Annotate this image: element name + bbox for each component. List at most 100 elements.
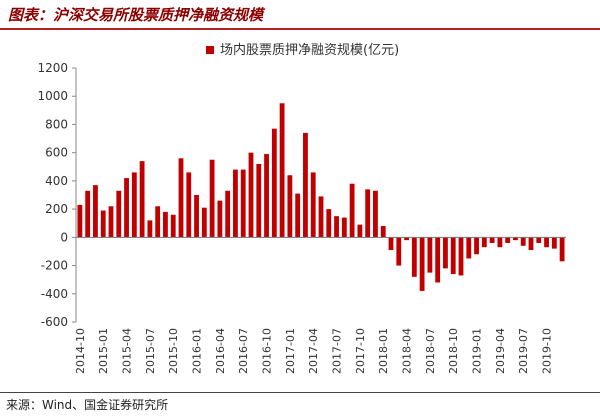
bar bbox=[334, 216, 339, 238]
bar bbox=[513, 237, 518, 241]
bar bbox=[489, 237, 495, 243]
bar bbox=[124, 178, 129, 238]
chart-area: 场内股票质押净融资规模(亿元) 1200 1000 800 600 400 200 0 -200… bbox=[0, 32, 600, 392]
bar bbox=[419, 237, 425, 291]
x-tick-label: 2015-04 bbox=[121, 328, 134, 374]
bar bbox=[217, 200, 223, 238]
x-tick-label: 2017-07 bbox=[331, 328, 344, 374]
bar bbox=[303, 132, 308, 238]
bar bbox=[108, 206, 114, 238]
x-tick-label: 2018-07 bbox=[424, 328, 437, 374]
x-tick-label: 2018-10 bbox=[447, 328, 460, 374]
x-tick-label: 2015-07 bbox=[144, 328, 157, 374]
bar bbox=[139, 161, 145, 238]
bar bbox=[481, 237, 487, 248]
bar bbox=[178, 158, 184, 238]
bar bbox=[155, 206, 161, 238]
bar bbox=[93, 185, 98, 238]
x-tick-label: 2018-01 bbox=[377, 328, 390, 374]
x-tick-label: 2016-04 bbox=[214, 328, 227, 374]
bar bbox=[404, 237, 409, 241]
bar bbox=[365, 189, 371, 238]
bar bbox=[225, 190, 231, 238]
bar bbox=[559, 237, 565, 262]
y-tick-label: 600 bbox=[45, 146, 68, 160]
bar bbox=[544, 237, 549, 248]
y-tick-label: -600 bbox=[41, 315, 68, 329]
bar bbox=[396, 237, 402, 266]
x-tick-label: 2016-07 bbox=[237, 328, 250, 374]
bar bbox=[458, 237, 464, 276]
source-note: 来源：Wind、国金证券研究所 bbox=[6, 398, 169, 412]
header-divider bbox=[0, 28, 600, 30]
bar bbox=[85, 190, 91, 238]
bar bbox=[116, 190, 122, 238]
bar bbox=[310, 172, 316, 238]
bar bbox=[551, 237, 557, 249]
x-tick-label: 2015-10 bbox=[167, 328, 180, 374]
bar bbox=[100, 210, 106, 238]
y-tick-label: -200 bbox=[41, 259, 68, 273]
x-tick-label: 2015-01 bbox=[97, 328, 110, 374]
bar bbox=[264, 154, 269, 238]
bar bbox=[505, 237, 511, 243]
x-tick-label: 2019-04 bbox=[494, 328, 507, 374]
bar bbox=[318, 196, 324, 238]
bar bbox=[186, 172, 192, 238]
bar bbox=[326, 209, 332, 238]
x-tick-label: 2016-10 bbox=[261, 328, 274, 374]
bar bbox=[341, 217, 347, 238]
y-tick-label: 0 bbox=[60, 230, 68, 244]
bar bbox=[474, 237, 479, 255]
y-tick-label: 1200 bbox=[37, 61, 68, 75]
bar bbox=[466, 237, 472, 259]
x-tick-label: 2019-07 bbox=[517, 328, 530, 374]
bar bbox=[271, 128, 277, 238]
bar bbox=[77, 204, 83, 238]
y-tick-label: 400 bbox=[45, 174, 68, 188]
y-tick-label: 800 bbox=[45, 117, 68, 131]
bar bbox=[373, 190, 378, 238]
bar bbox=[209, 159, 215, 238]
bar bbox=[388, 237, 394, 251]
y-tick-label: 1000 bbox=[37, 89, 68, 103]
bar bbox=[349, 183, 355, 238]
legend-label: 场内股票质押净融资规模(亿元) bbox=[220, 42, 399, 58]
bar bbox=[256, 163, 262, 238]
bar bbox=[357, 224, 363, 238]
bar bbox=[240, 169, 246, 238]
legend-swatch bbox=[206, 46, 214, 54]
bar bbox=[170, 214, 176, 238]
bar bbox=[427, 237, 433, 273]
bar bbox=[201, 207, 207, 238]
x-tick-label: 2017-01 bbox=[284, 328, 297, 374]
x-tick-label: 2017-04 bbox=[307, 328, 320, 374]
bar bbox=[131, 172, 137, 238]
bar bbox=[450, 237, 456, 275]
bar bbox=[295, 193, 301, 238]
bar bbox=[287, 175, 293, 238]
bar bbox=[380, 226, 386, 238]
x-tick-label: 2014-10 bbox=[74, 328, 87, 374]
footer-divider bbox=[0, 392, 600, 393]
bar bbox=[411, 237, 417, 277]
bar bbox=[194, 195, 199, 238]
x-tick-label: 2018-04 bbox=[401, 328, 414, 374]
bar bbox=[536, 237, 542, 243]
bar bbox=[528, 237, 534, 251]
bar bbox=[520, 237, 526, 246]
report-header: 图表：沪深交易所股票质押净融资规模 bbox=[0, 0, 600, 32]
bar bbox=[443, 237, 448, 269]
bar bbox=[435, 237, 441, 283]
bar bbox=[147, 220, 153, 238]
bar-chart: 场内股票质押净融资规模(亿元) 1200 1000 800 600 400 200 0 -200… bbox=[37, 42, 566, 374]
x-tick-label: 2019-01 bbox=[471, 328, 484, 374]
bar bbox=[163, 211, 168, 238]
x-tick-label: 2019-10 bbox=[541, 328, 554, 374]
bar bbox=[497, 237, 503, 248]
bar bbox=[248, 152, 254, 238]
x-tick-label: 2016-01 bbox=[191, 328, 204, 374]
x-tick-label: 2017-10 bbox=[354, 328, 367, 374]
bar bbox=[233, 169, 238, 238]
y-tick-label: 200 bbox=[45, 202, 68, 216]
